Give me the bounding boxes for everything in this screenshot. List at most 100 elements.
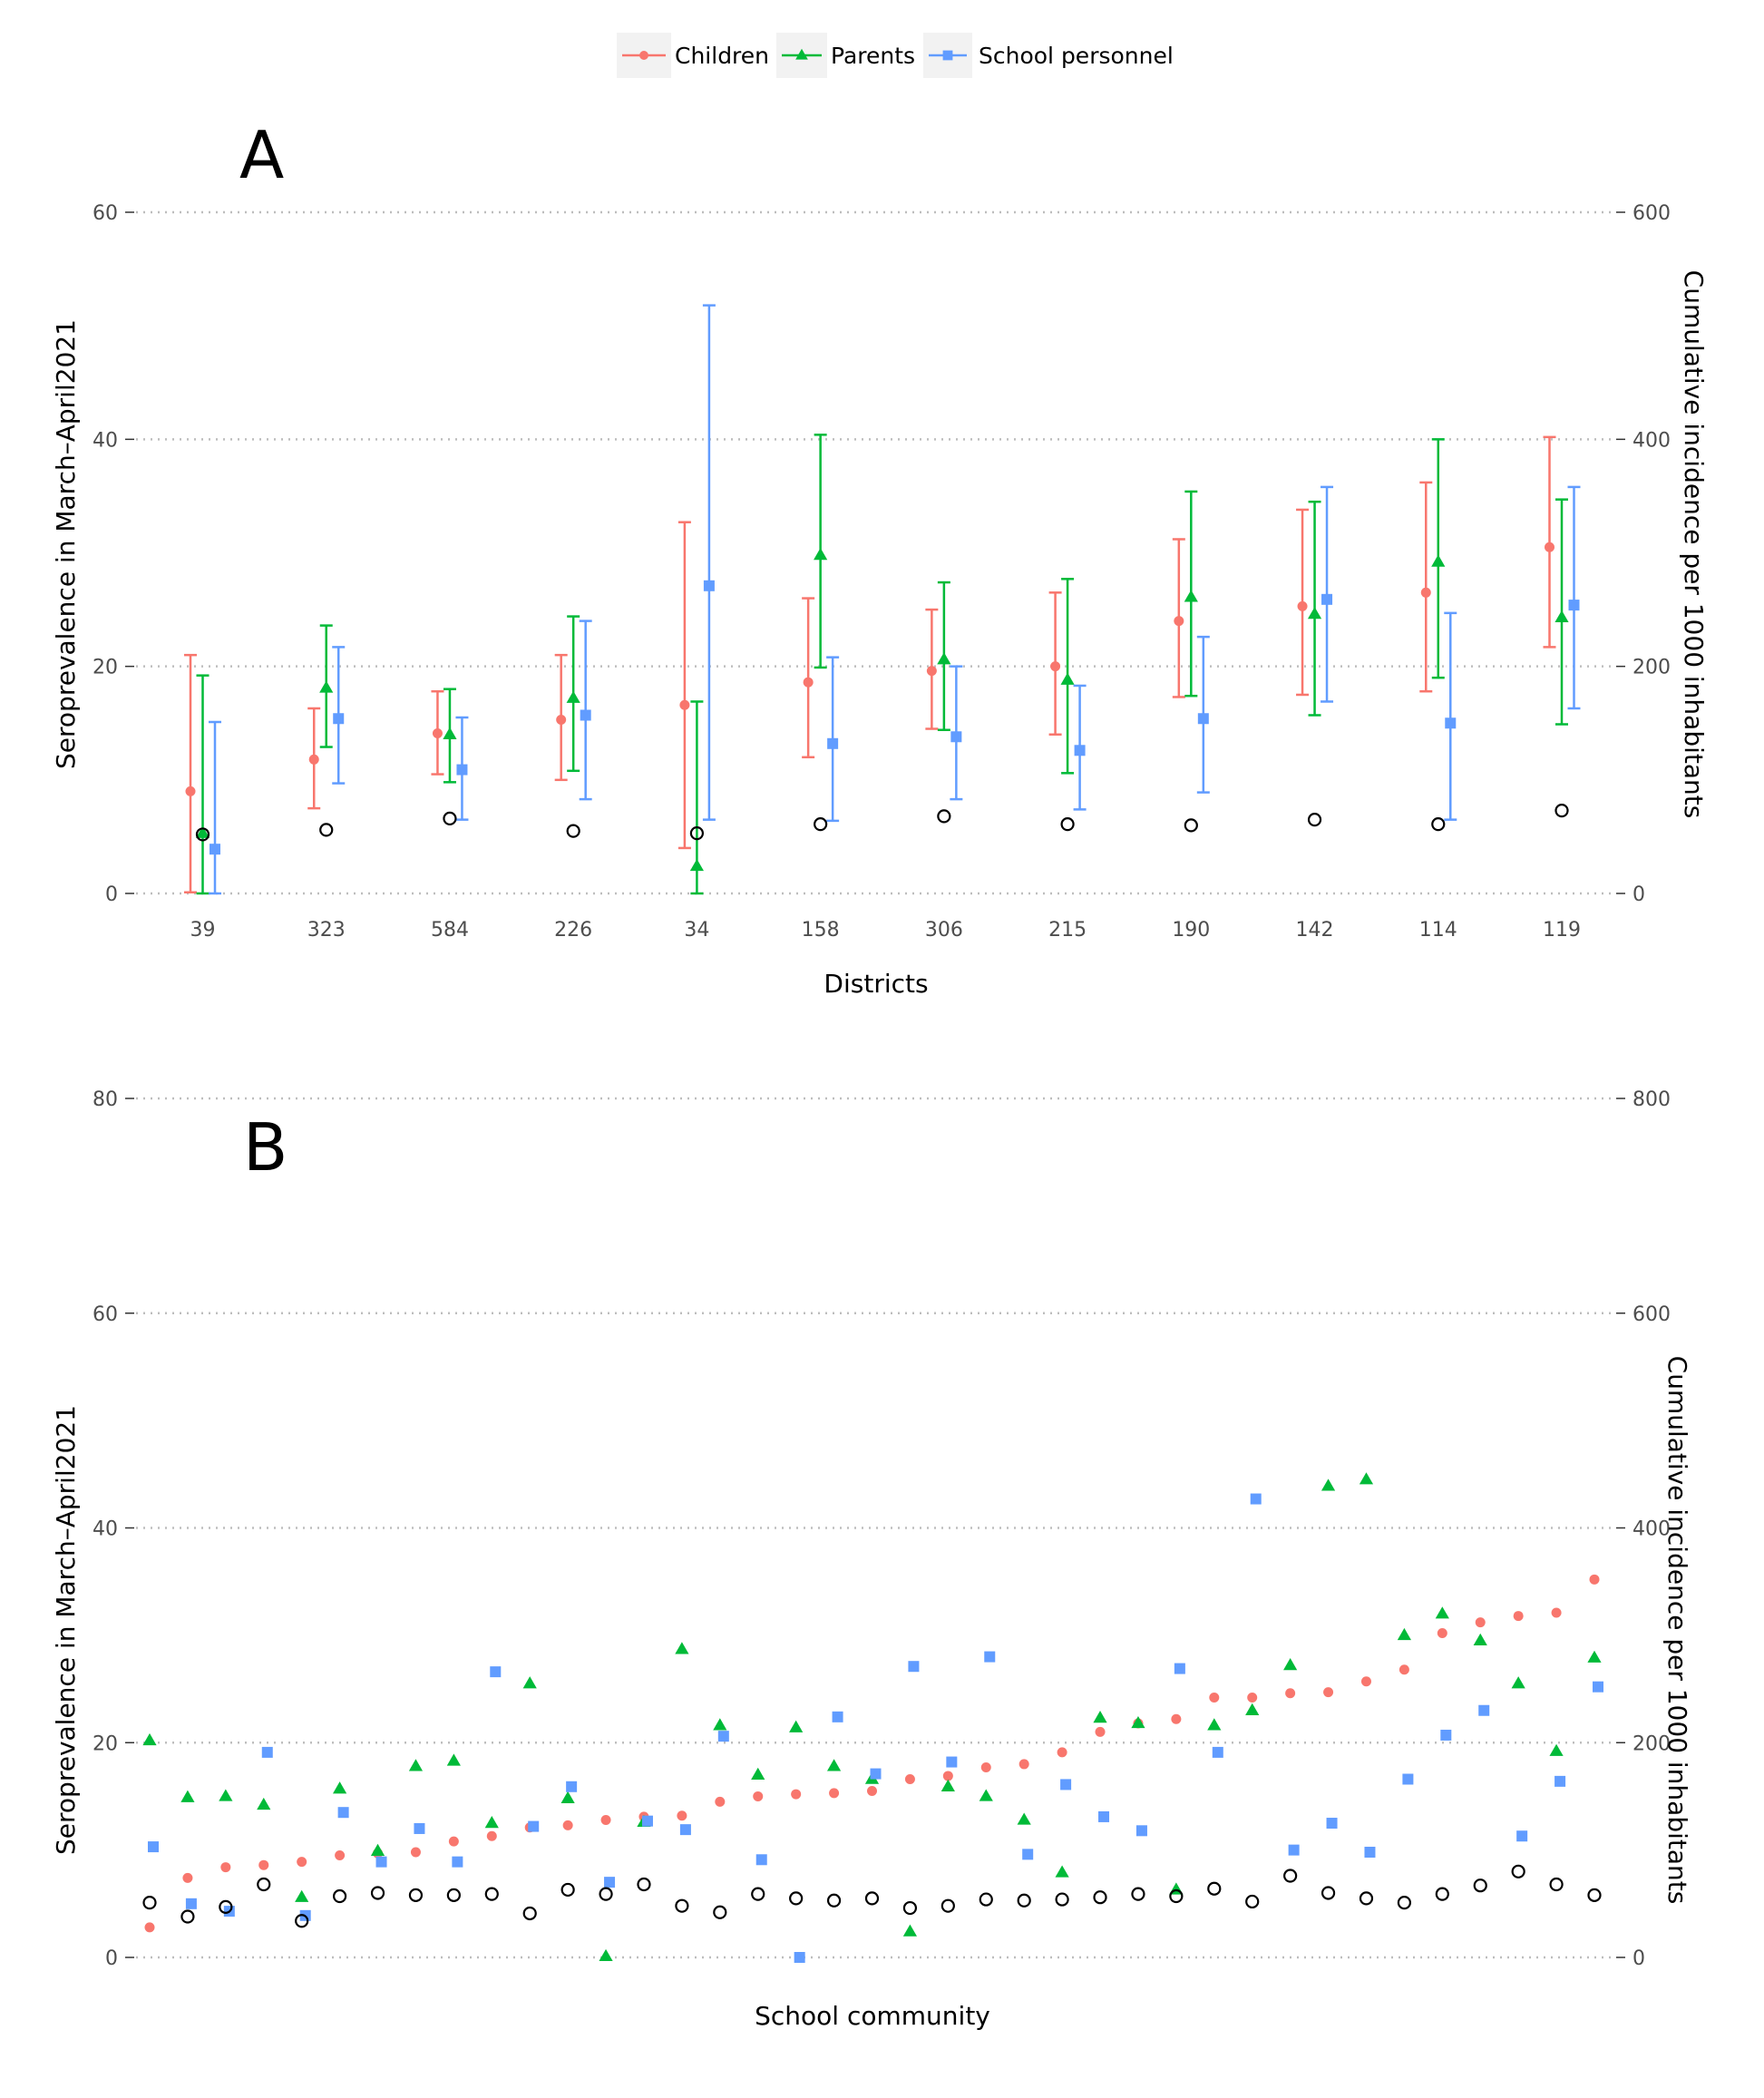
panel-a-point-school_personnel [333, 713, 345, 725]
panel-b-point-incidence [142, 1896, 157, 1910]
panel-b-point-children [562, 1820, 573, 1830]
panel-b-point-school_personnel [1516, 1830, 1528, 1842]
panel-b-point-children [1589, 1574, 1600, 1585]
panel-b-point-children [715, 1796, 726, 1807]
panel-b-letter: B [243, 1109, 288, 1186]
panel-a-incidence-point [937, 809, 951, 824]
panel-b-point-school_personnel [490, 1666, 502, 1678]
panel-a-y-tick-label: 0 [105, 883, 118, 906]
panel-b-point-school_personnel [717, 1731, 729, 1742]
panel-b-point-parents [1435, 1606, 1449, 1619]
panel-a-point-children [1050, 661, 1061, 672]
panel-b-point-incidence [333, 1888, 347, 1904]
panel-b-y-axis-title: Seroprevalence in March–April2021 [51, 1405, 81, 1855]
panel-b-point-parents [1131, 1715, 1145, 1729]
panel-b-point-incidence [219, 1899, 233, 1914]
panel-b-point-parents [940, 1779, 955, 1791]
panel-b-point-school_personnel [832, 1711, 843, 1722]
panel-b-point-parents [180, 1790, 195, 1802]
panel-b-point-parents [1245, 1703, 1260, 1715]
panel-b: B 0 20 40 60 80 0 200 400 600 800 School communi… [51, 1088, 1692, 2031]
panel-b-point-children [600, 1814, 611, 1825]
panel-b-point-parents [560, 1791, 575, 1804]
panel-b-point-children [258, 1859, 269, 1870]
panel-a-x-tick-label: 323 [307, 919, 346, 942]
panel-a-incidence-point [1060, 817, 1075, 832]
panel-b-point-school_personnel [1402, 1773, 1414, 1785]
panel-b-y-tick-label-right: 400 [1632, 1518, 1671, 1541]
panel-b-point-parents [333, 1781, 347, 1794]
panel-b-point-school_personnel [1060, 1779, 1072, 1791]
panel-a-marks [184, 304, 1581, 895]
panel-b-point-parents [826, 1759, 842, 1771]
panel-a-point-parents [1184, 590, 1198, 602]
panel-b-point-parents [1207, 1718, 1222, 1731]
panel-b-point-parents [484, 1816, 499, 1829]
panel-b-point-incidence [522, 1906, 537, 1921]
panel-b-point-incidence [180, 1909, 195, 1924]
panel-b-point-parents [1473, 1633, 1487, 1645]
panel-a-point-children [308, 754, 319, 765]
panel-b-point-school_personnel [1440, 1729, 1452, 1741]
panel-a-point-school_personnel [827, 737, 839, 749]
panel-a-point-parents [1307, 607, 1322, 620]
panel-b-y-tick-label: 40 [93, 1518, 118, 1541]
panel-b-point-children [220, 1862, 231, 1873]
panel-b-point-incidence [751, 1887, 765, 1901]
panel-b-point-parents [789, 1720, 804, 1732]
legend-label-school_personnel: School personnel [979, 43, 1174, 69]
panel-b-point-school_personnel [1022, 1849, 1034, 1860]
panel-b-point-incidence [940, 1898, 955, 1913]
panel-a-point-school_personnel [1321, 593, 1333, 605]
panel-b-point-parents [408, 1759, 424, 1771]
panel-b-point-incidence [1169, 1888, 1184, 1904]
panel-b-point-incidence [713, 1905, 727, 1919]
panel-b-point-children [1018, 1759, 1029, 1770]
panel-b-point-incidence [599, 1887, 613, 1901]
panel-b-point-children [486, 1830, 497, 1841]
panel-b-point-incidence [1397, 1896, 1411, 1910]
panel-b-point-children [1437, 1628, 1447, 1639]
panel-a-point-children [556, 714, 567, 725]
panel-b-point-parents [979, 1789, 993, 1801]
panel-b-y-tick-label: 0 [105, 1947, 118, 1970]
panel-b-point-children [335, 1850, 346, 1861]
panel-a-y-tick-label-right: 200 [1632, 657, 1671, 679]
panel-a-incidence-point [319, 823, 334, 837]
panel-b-point-children [1360, 1676, 1371, 1687]
panel-b-point-school_personnel [566, 1781, 578, 1792]
panel-b-point-children [980, 1761, 991, 1772]
panel-a-point-children [803, 677, 814, 688]
panel-b-point-incidence [1131, 1887, 1145, 1901]
panel-a-point-children [185, 786, 196, 796]
panel-b-point-incidence [1207, 1881, 1222, 1896]
panel-a-letter: A [239, 117, 284, 193]
panel-b-point-school_personnel [185, 1898, 197, 1909]
panel-a-x-tick-label: 215 [1048, 919, 1087, 942]
panel-a-point-parents [1554, 610, 1569, 623]
panel-a-y-axis-title-right: Cumulative incidence per 1000 inhabitant… [1679, 270, 1709, 819]
panel-b-point-children [791, 1789, 802, 1800]
panel-b-point-parents [446, 1753, 461, 1766]
panel-b-point-incidence [257, 1877, 271, 1892]
panel-a-point-school_personnel [580, 709, 591, 721]
panel-b-point-incidence [1093, 1890, 1107, 1905]
panel-a-incidence-point [1307, 813, 1322, 827]
panel-a-incidence-point [195, 827, 210, 842]
panel-b-point-incidence [1473, 1878, 1487, 1893]
panel-b-point-incidence [826, 1893, 842, 1908]
panel-a-point-parents [689, 858, 705, 872]
panel-b-point-school_personnel [679, 1824, 691, 1836]
panel-b-point-parents [142, 1732, 157, 1746]
panel-a-y-tick-label-right: 400 [1632, 429, 1671, 452]
panel-a-point-school_personnel [456, 764, 468, 776]
panel-b-point-parents [257, 1797, 271, 1810]
panel-b-y-tick-label: 20 [93, 1732, 118, 1755]
panel-b-point-incidence [637, 1877, 651, 1892]
panel-b-point-incidence [675, 1898, 689, 1913]
panel-a-point-parents [1060, 672, 1075, 685]
panel-b-point-parents [295, 1889, 309, 1902]
panel-b-point-school_personnel [261, 1746, 273, 1758]
panel-b-point-parents [1359, 1472, 1374, 1485]
